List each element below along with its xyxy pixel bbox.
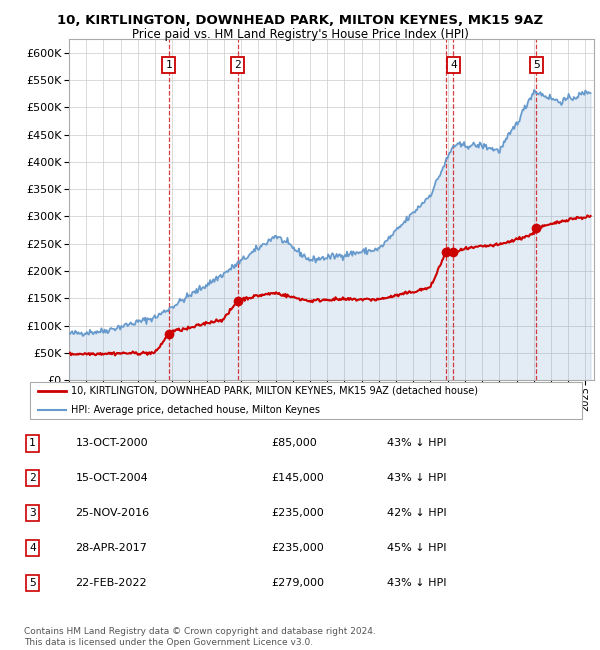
Text: £279,000: £279,000 [271,578,325,588]
Text: 43% ↓ HPI: 43% ↓ HPI [386,438,446,448]
Text: 10, KIRTLINGTON, DOWNHEAD PARK, MILTON KEYNES, MK15 9AZ (detached house): 10, KIRTLINGTON, DOWNHEAD PARK, MILTON K… [71,386,478,396]
Text: 5: 5 [29,578,36,588]
Text: 22-FEB-2022: 22-FEB-2022 [76,578,147,588]
FancyBboxPatch shape [30,382,582,419]
Text: Price paid vs. HM Land Registry's House Price Index (HPI): Price paid vs. HM Land Registry's House … [131,28,469,41]
Text: 2: 2 [234,60,241,70]
Text: 4: 4 [450,60,457,70]
Text: £85,000: £85,000 [271,438,317,448]
Text: 2: 2 [29,473,36,484]
Text: 43% ↓ HPI: 43% ↓ HPI [386,473,446,484]
Text: 42% ↓ HPI: 42% ↓ HPI [386,508,446,518]
Text: 43% ↓ HPI: 43% ↓ HPI [386,578,446,588]
Text: This data is licensed under the Open Government Licence v3.0.: This data is licensed under the Open Gov… [24,638,313,647]
Text: 4: 4 [29,543,36,553]
Text: Contains HM Land Registry data © Crown copyright and database right 2024.: Contains HM Land Registry data © Crown c… [24,627,376,636]
Text: 1: 1 [165,60,172,70]
Text: 13-OCT-2000: 13-OCT-2000 [76,438,148,448]
Text: HPI: Average price, detached house, Milton Keynes: HPI: Average price, detached house, Milt… [71,405,320,415]
Text: 28-APR-2017: 28-APR-2017 [76,543,148,553]
Text: 1: 1 [29,438,36,448]
Text: £235,000: £235,000 [271,508,324,518]
Text: £235,000: £235,000 [271,543,324,553]
Text: £145,000: £145,000 [271,473,324,484]
Text: 25-NOV-2016: 25-NOV-2016 [76,508,150,518]
Text: 15-OCT-2004: 15-OCT-2004 [76,473,148,484]
Text: 10, KIRTLINGTON, DOWNHEAD PARK, MILTON KEYNES, MK15 9AZ: 10, KIRTLINGTON, DOWNHEAD PARK, MILTON K… [57,14,543,27]
Text: 45% ↓ HPI: 45% ↓ HPI [386,543,446,553]
Text: 3: 3 [29,508,36,518]
Text: 5: 5 [533,60,539,70]
